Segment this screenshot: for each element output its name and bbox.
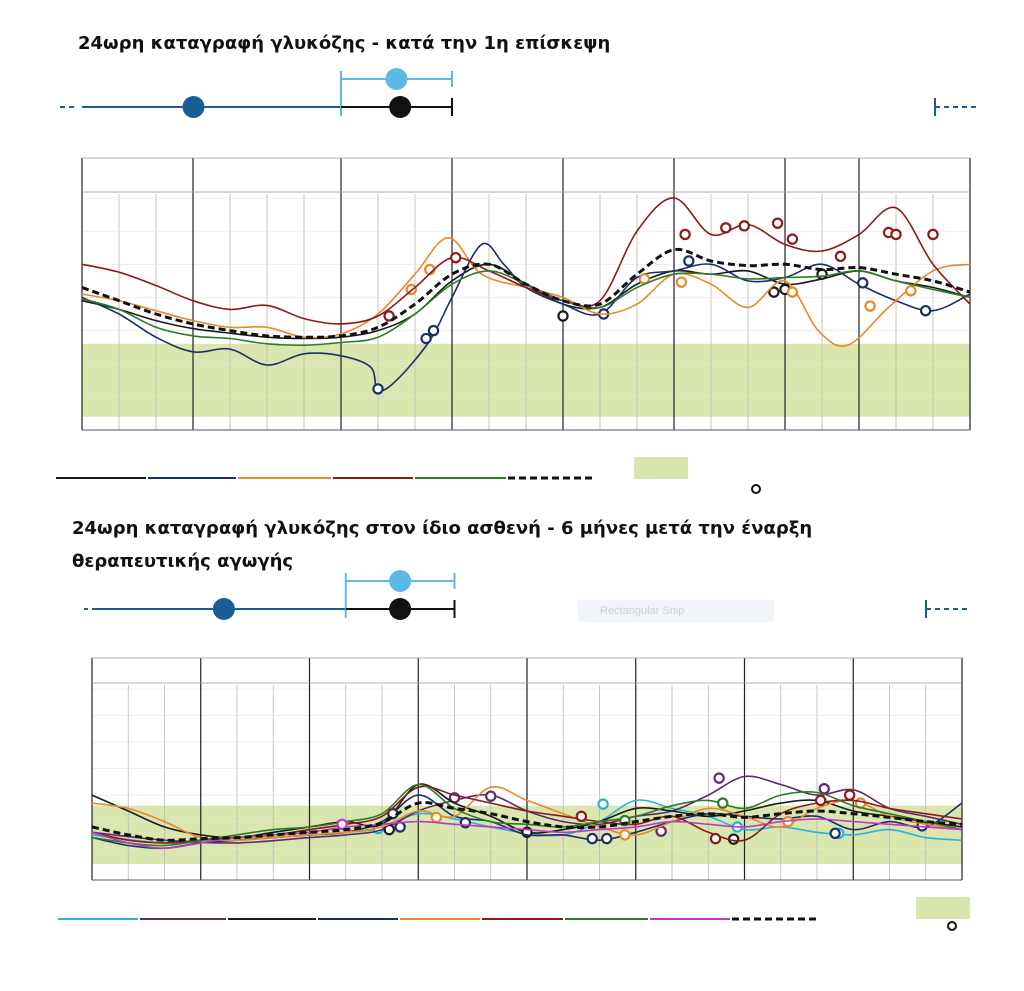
meal-marker [786, 233, 799, 245]
meal-marker [905, 285, 917, 297]
chart1-title: 24ωρη καταγραφή γλυκόζης - κατά την 1η ε… [78, 33, 611, 54]
meal-marker [927, 228, 939, 241]
phase-1-badge [389, 598, 412, 620]
phase-1-badge [389, 96, 412, 118]
meal-marker [336, 818, 348, 830]
meal-marker [814, 794, 827, 807]
chart2-title-line2: θεραπευτικής αγωγής [72, 551, 294, 572]
legend-target-swatch [634, 457, 688, 479]
phase-3-badge [385, 68, 408, 90]
meal-marker [485, 790, 497, 802]
chart2-title-line1: 24ωρη καταγραφή γλυκόζης στον ίδιο ασθεν… [72, 518, 813, 539]
legend-meal-marker [947, 921, 957, 931]
meal-marker [575, 810, 588, 823]
phase-2-badge [182, 96, 205, 118]
meal-marker [713, 772, 725, 784]
series-line-6 [91, 783, 963, 847]
series-line-5 [81, 247, 971, 339]
series-line-1 [81, 242, 971, 392]
meal-marker [619, 829, 631, 841]
chart1-svg [56, 68, 979, 494]
rectangular-snip-overlay: Rectangular Snip [578, 600, 774, 622]
meal-marker [372, 383, 384, 395]
meal-marker [597, 798, 609, 810]
meal-marker [720, 222, 732, 234]
meal-marker [727, 833, 740, 845]
legend-meal-marker [751, 484, 761, 494]
meal-marker [843, 789, 856, 801]
meal-marker [383, 310, 395, 322]
meal-marker [601, 832, 613, 845]
meal-marker [383, 823, 395, 836]
phase-3-badge [389, 570, 412, 592]
meal-marker [675, 276, 688, 288]
meal-marker [427, 324, 440, 337]
meal-marker [717, 797, 729, 809]
meal-marker [864, 300, 876, 312]
meal-marker [768, 286, 780, 298]
meal-marker [679, 228, 691, 241]
phase-2-badge [212, 598, 235, 620]
meal-marker [557, 310, 569, 322]
series-line-4 [91, 786, 963, 842]
meal-marker [586, 832, 598, 845]
meal-marker [857, 277, 869, 289]
legend-target-swatch [916, 897, 970, 919]
meal-marker [818, 783, 830, 795]
meal-marker [709, 832, 722, 845]
meal-marker [890, 228, 902, 241]
meal-marker [829, 827, 841, 840]
meal-marker [450, 251, 462, 264]
meal-marker [834, 250, 847, 263]
meal-marker [683, 255, 695, 267]
meal-marker [738, 220, 751, 232]
series-line-1 [91, 775, 963, 844]
meal-marker [430, 811, 443, 824]
series-line-3 [81, 197, 971, 325]
series-line-8 [91, 801, 963, 842]
meal-marker [919, 304, 932, 317]
meal-marker [786, 286, 799, 298]
meal-marker [771, 217, 784, 229]
meal-marker [420, 332, 432, 345]
